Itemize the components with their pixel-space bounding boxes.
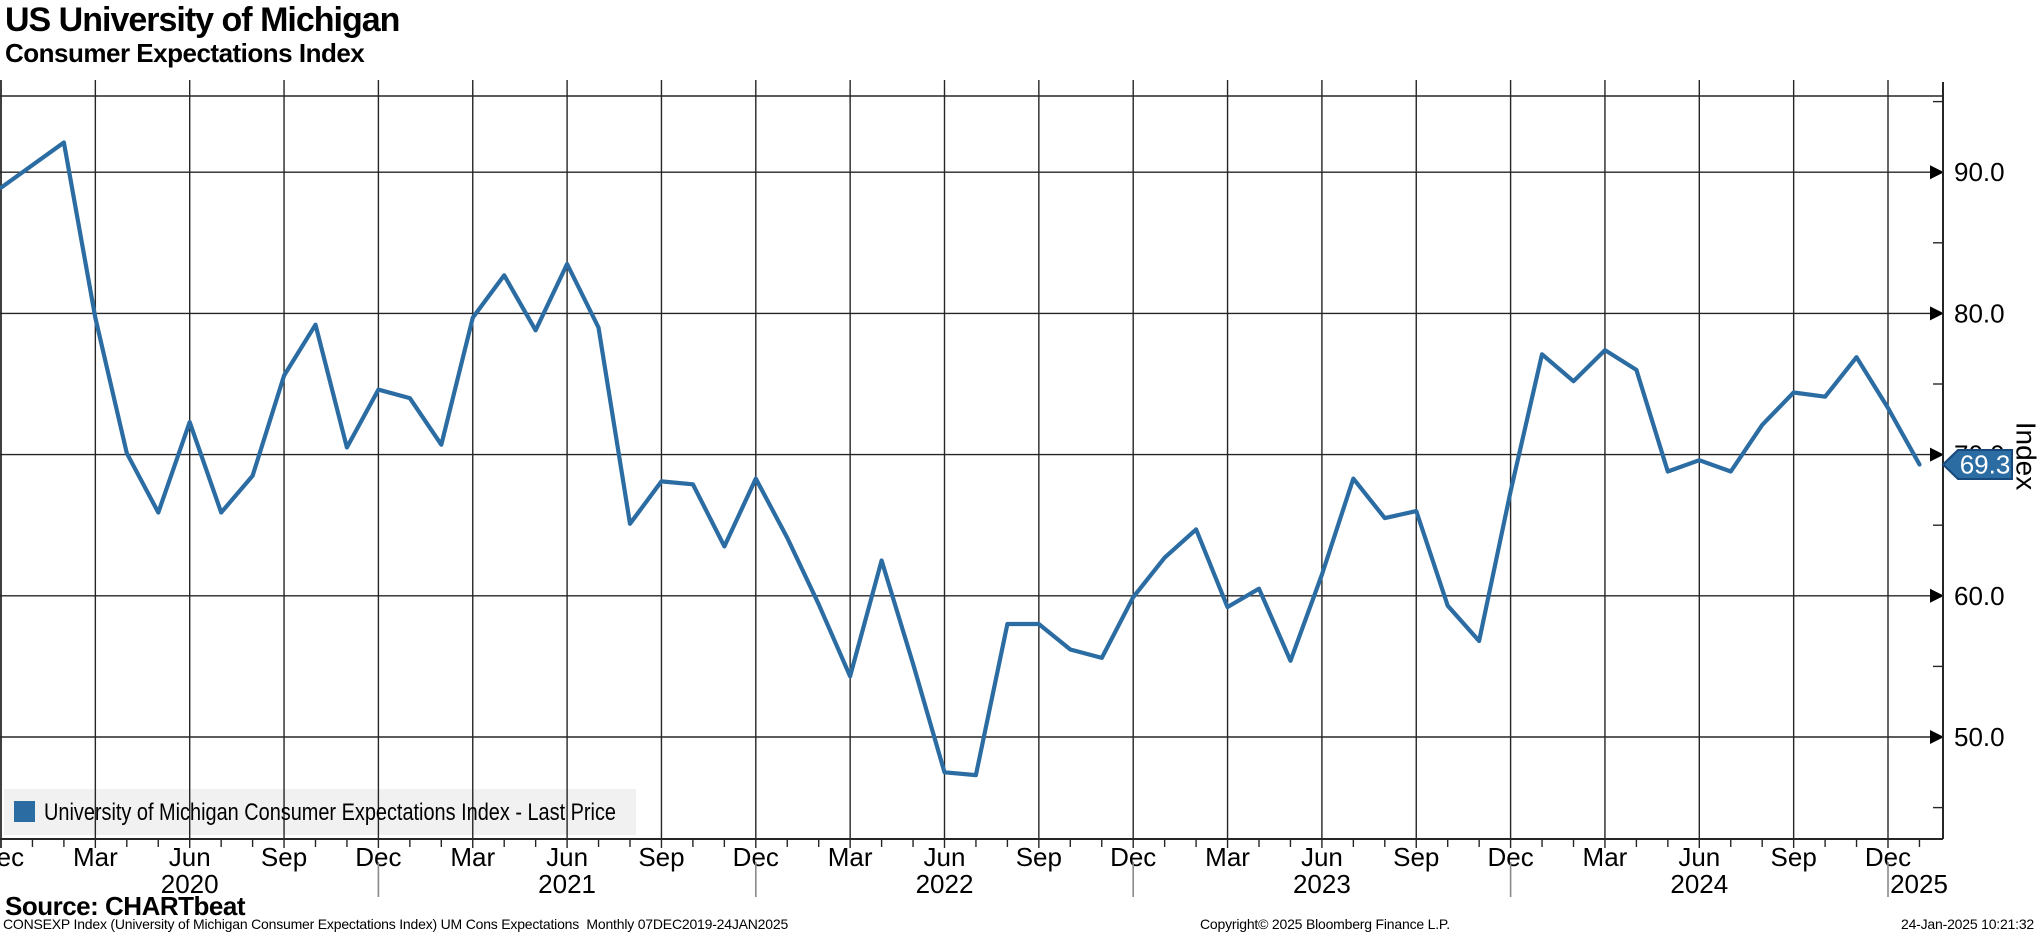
x-axis-month-label: Jun bbox=[169, 842, 211, 872]
footer-copyright: Copyright© 2025 Bloomberg Finance L.P. bbox=[1200, 916, 1450, 932]
x-axis-year-label: 2025 bbox=[1890, 869, 1948, 899]
x-axis-month-label: Sep bbox=[638, 842, 684, 872]
x-axis-month-label: Dec bbox=[0, 842, 24, 872]
chart-title: US University of Michigan bbox=[5, 1, 400, 39]
y-axis-title: Index bbox=[2011, 422, 2041, 491]
last-price-value: 69.3 bbox=[1960, 449, 2011, 479]
x-axis-month-label: Sep bbox=[261, 842, 307, 872]
y-axis-label: 90.0 bbox=[1954, 157, 2005, 187]
x-axis-month-label: Jun bbox=[1301, 842, 1343, 872]
x-axis-month-label: Jun bbox=[1678, 842, 1720, 872]
y-axis-label: 50.0 bbox=[1954, 722, 2005, 752]
legend-series-label: University of Michigan Consumer Expectat… bbox=[44, 799, 616, 826]
y-tick-arrow bbox=[1930, 447, 1944, 462]
x-axis-month-label: Mar bbox=[1583, 842, 1628, 872]
footer-description: CONSEXP Index (University of Michigan Co… bbox=[3, 916, 789, 932]
x-axis-month-label: Jun bbox=[924, 842, 966, 872]
x-axis-year-label: 2024 bbox=[1670, 869, 1728, 899]
x-axis-month-label: Mar bbox=[450, 842, 495, 872]
x-axis-year-label: 2021 bbox=[538, 869, 596, 899]
x-axis-month-label: Jun bbox=[546, 842, 588, 872]
x-axis-month-label: Mar bbox=[828, 842, 873, 872]
y-tick-arrow bbox=[1930, 588, 1944, 603]
y-tick-arrow bbox=[1930, 165, 1944, 180]
y-tick-arrow bbox=[1930, 730, 1944, 744]
x-axis-month-label: Sep bbox=[1393, 842, 1439, 872]
y-axis-label: 80.0 bbox=[1954, 298, 2005, 328]
x-axis-year-label: 2020 bbox=[161, 869, 219, 899]
x-axis-year-label: 2022 bbox=[916, 869, 974, 899]
source-label: Source: CHARTbeat bbox=[5, 891, 245, 921]
x-axis-year-label: 2023 bbox=[1293, 869, 1351, 899]
x-axis-month-label: Sep bbox=[1771, 842, 1817, 872]
legend-box[interactable] bbox=[4, 789, 636, 835]
legend-series-swatch bbox=[14, 801, 35, 822]
x-axis-month-label: Mar bbox=[73, 842, 118, 872]
x-axis-month-label: Mar bbox=[1205, 842, 1250, 872]
price-line bbox=[0, 140, 1922, 778]
chart-layer: 90.080.070.060.050.0DecMarJun2020SepDecM… bbox=[0, 80, 2041, 899]
y-tick-arrow bbox=[1930, 306, 1944, 321]
footer-timestamp: 24-Jan-2025 10:21:32 bbox=[1901, 916, 2034, 932]
chart-subtitle: Consumer Expectations Index bbox=[5, 38, 365, 68]
last-price-tag bbox=[1941, 448, 2013, 480]
y-axis-label: 60.0 bbox=[1954, 581, 2005, 611]
x-axis-month-label: Sep bbox=[1016, 842, 1062, 872]
